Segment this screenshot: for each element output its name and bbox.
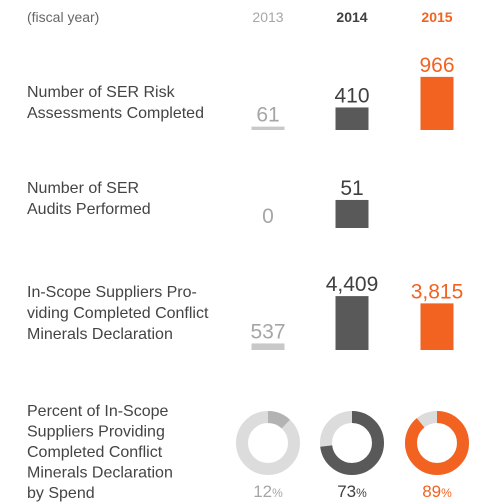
percent-unit: % [356,486,367,500]
row-label: Completed Conflict [27,444,163,461]
row-label: by Spend [27,485,95,502]
donut-arc [236,411,300,475]
donut-track [236,411,300,475]
row-label: In-Scope Suppliers Pro- [27,284,197,301]
percent-unit: % [441,486,452,500]
percent-label: 12% [253,482,283,501]
value-label: 3,815 [411,280,464,303]
header-label: (fiscal year) [27,9,99,25]
year-label: 2014 [336,9,367,25]
percent-value: 73 [337,482,356,501]
percent-value: 89 [422,482,441,501]
bar [420,303,454,350]
value-label: 0 [262,205,274,228]
row-label: Assessments Completed [27,105,204,122]
bar [335,296,369,350]
percent-value: 12 [253,482,272,501]
percent-unit: % [272,486,283,500]
value-label: 4,409 [326,273,379,296]
bar [251,126,285,130]
row-label: Suppliers Providing [27,424,165,441]
row-label: viding Completed Conflict [27,305,209,322]
value-label: 61 [256,104,279,127]
bar [420,76,454,130]
donut-arc [405,411,469,475]
row-label: Percent of In-Scope [27,403,169,420]
row-label: Audits Performed [27,201,151,218]
value-label: 966 [419,54,454,77]
donut-arc [320,411,384,475]
percent-label: 73% [337,482,367,501]
row-label: Minerals Declaration [27,465,173,482]
bar [335,199,369,228]
year-label: 2013 [252,9,283,25]
row-label: Number of SER [27,180,139,197]
value-label: 410 [334,84,369,107]
year-label: 2015 [421,9,452,25]
value-label: 51 [340,177,363,200]
bar [335,107,369,130]
row-label: Minerals Declaration [27,326,173,343]
value-label: 537 [250,320,285,343]
percent-label: 89% [422,482,452,501]
row-label: Number of SER Risk [27,84,176,101]
bar [251,343,285,350]
